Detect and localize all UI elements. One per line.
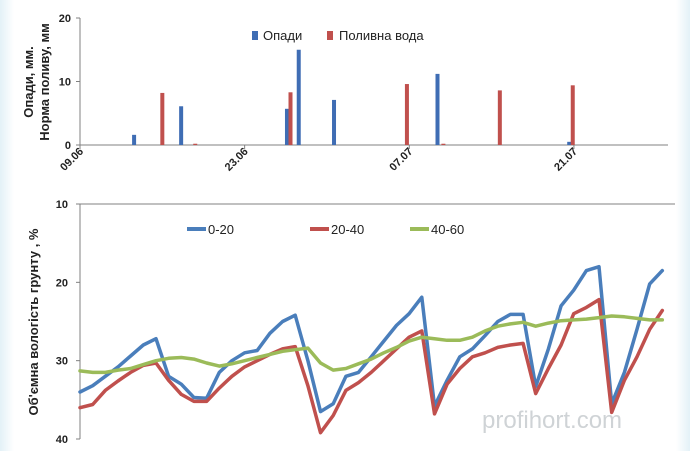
series-line-40-60: [78, 314, 665, 375]
legend-swatch-precipitation: [252, 31, 258, 40]
bar-irrigation-3: [404, 84, 409, 145]
legend-label-0-20: 0-20: [208, 222, 234, 237]
bar-irrigation-1: [193, 143, 198, 145]
bottom-y-axis-label: Об'ємна вологість грунту , %: [26, 228, 41, 415]
bottom-y-tick-label: 20: [56, 277, 68, 289]
bar-irrigation-4: [441, 143, 446, 145]
bar-precipitation-5: [435, 73, 440, 145]
bottom-y-tick-label: 30: [56, 356, 68, 368]
bar-irrigation-0: [160, 92, 165, 145]
legend-label-40-60: 40-60: [431, 222, 464, 237]
series-line-20-40: [78, 297, 665, 435]
bar-precipitation-1: [179, 106, 184, 145]
precipitation-irrigation-chart: 0 10 20 09.06 23.06 07.07 21.07 Опади, мм. Нор…: [21, 13, 668, 174]
top-y-axis-label-line-1: Опади, мм.: [21, 46, 36, 118]
bar-precipitation-4: [332, 99, 337, 145]
top-x-tick-label: 09.06: [58, 146, 86, 174]
series-line-0-20: [78, 264, 665, 414]
bar-precipitation-3: [296, 49, 301, 145]
top-x-tick-label: 23.06: [223, 146, 251, 174]
legend-label-precipitation: Опади: [263, 28, 302, 43]
bar-precipitation-6: [567, 141, 572, 145]
top-y-tick-label: 20: [59, 13, 71, 25]
top-legend: Опади Поливна вода: [252, 28, 424, 43]
top-x-tick-label: 21.07: [552, 146, 580, 174]
watermark-text: profihort.com: [482, 407, 622, 434]
soil-moisture-chart: 10 20 30 40 Об'ємна вологість грунту , % 0-…: [26, 199, 675, 446]
bottom-y-tick-label: 10: [56, 199, 68, 211]
top-y-axis-label-line-2: Норма поливу, мм: [37, 23, 52, 140]
bar-precipitation-2: [284, 108, 289, 145]
bottom-y-tick-label: 40: [56, 434, 68, 446]
bar-precipitation-0: [132, 134, 137, 145]
bar-irrigation-6: [570, 85, 575, 145]
bar-irrigation-2: [288, 92, 293, 145]
bar-irrigation-5: [497, 90, 502, 145]
legend-label-irrigation: Поливна вода: [339, 28, 424, 43]
top-y-tick-label: 0: [65, 140, 71, 152]
legend-swatch-irrigation: [327, 31, 333, 40]
bottom-legend: 0-20 20-40 40-60: [187, 222, 464, 237]
top-y-tick-label: 10: [59, 77, 71, 89]
top-x-tick-label: 07.07: [387, 146, 415, 174]
legend-label-20-40: 20-40: [331, 222, 364, 237]
